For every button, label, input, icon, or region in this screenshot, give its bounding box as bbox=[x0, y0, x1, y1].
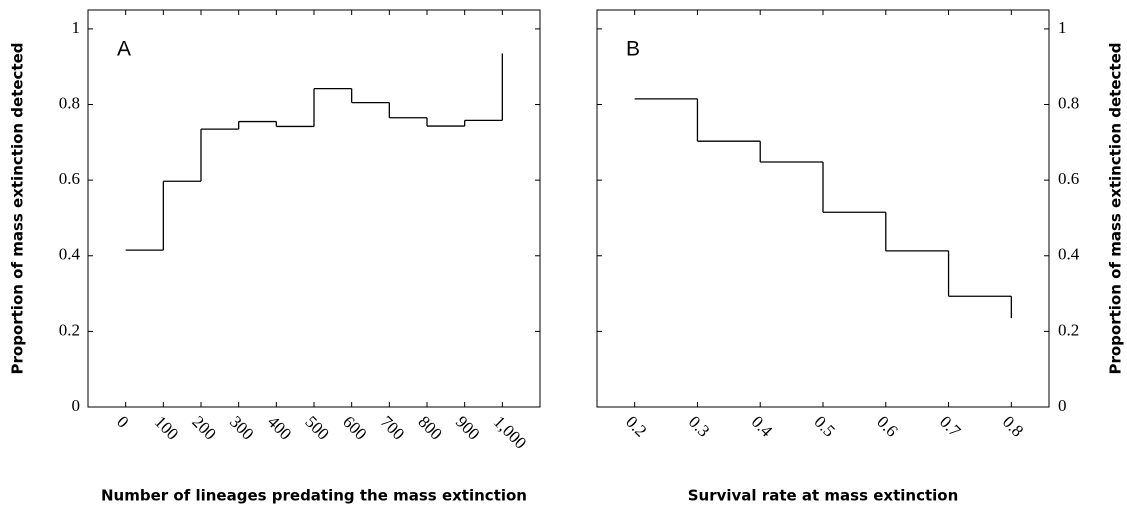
panel-label: B bbox=[626, 38, 640, 61]
x-tick-label: 0.4 bbox=[748, 412, 777, 441]
panel: 0 0.2 0.4 0.6 0.8 1 0 100 200 300 400 500 600 700 800 9… bbox=[9, 9, 541, 505]
x-tick-label: 900 bbox=[452, 412, 483, 443]
x-tick-label: 0.3 bbox=[685, 412, 713, 440]
y-tick-label: 0 bbox=[72, 396, 81, 415]
x-axis-title: Number of lineages predating the mass ex… bbox=[101, 487, 527, 505]
x-tick-label: 300 bbox=[226, 412, 257, 443]
x-tick-label: 800 bbox=[414, 412, 445, 443]
x-tick-label: 0.5 bbox=[810, 412, 838, 440]
x-tick-label: 0.6 bbox=[873, 412, 901, 440]
panel-label: A bbox=[117, 38, 131, 61]
x-tick-label: 600 bbox=[339, 412, 370, 443]
x-tick-label: 200 bbox=[188, 412, 219, 443]
y-tick-label: 0.2 bbox=[59, 320, 80, 339]
y-axis-title: Proportion of mass extinction detected bbox=[9, 42, 27, 374]
x-tick-label: 0.8 bbox=[999, 412, 1027, 440]
y-tick-label: 0.4 bbox=[1058, 245, 1080, 264]
y-tick-label: 0.6 bbox=[59, 169, 80, 188]
y-axis-title: Proportion of mass extinction detected bbox=[1107, 42, 1125, 374]
y-tick-label: 0.6 bbox=[1058, 169, 1079, 188]
y-tick-label: 1 bbox=[1058, 18, 1067, 37]
x-tick-label: 1,000 bbox=[490, 412, 530, 452]
x-tick-label: 500 bbox=[301, 412, 332, 443]
y-tick-label: 0.8 bbox=[1058, 93, 1079, 112]
x-axis-title: Survival rate at mass extinction bbox=[688, 487, 959, 505]
y-tick-label: 0.4 bbox=[59, 245, 81, 264]
x-tick-label: 100 bbox=[151, 412, 182, 443]
x-tick-label: 700 bbox=[377, 412, 408, 443]
y-tick-label: 0 bbox=[1058, 396, 1067, 415]
y-tick-label: 1 bbox=[72, 18, 81, 37]
y-tick-label: 0.2 bbox=[1058, 320, 1079, 339]
x-tick-label: 0 bbox=[113, 412, 132, 431]
plot-frame bbox=[87, 9, 541, 408]
x-tick-label: 400 bbox=[264, 412, 295, 443]
x-tick-label: 0.2 bbox=[622, 412, 650, 440]
panel: 0 0.2 0.4 0.6 0.8 1 0.2 0.3 0.4 0.5 0.6 0.7 0.8 B Surv… bbox=[596, 9, 1125, 505]
y-tick-label: 0.8 bbox=[59, 93, 80, 112]
x-tick-label: 0.7 bbox=[936, 412, 965, 441]
